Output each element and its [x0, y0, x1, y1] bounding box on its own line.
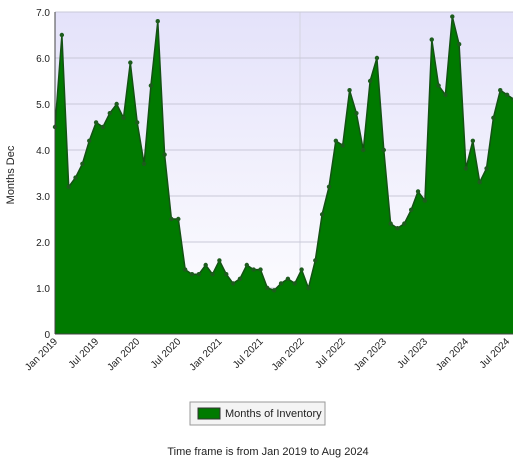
y-tick-label: 3.0: [36, 192, 50, 203]
point: [148, 83, 154, 88]
point: [381, 147, 386, 153]
point: [402, 221, 407, 226]
point: [326, 184, 332, 189]
point: [203, 262, 208, 268]
point: [463, 166, 469, 171]
point: [388, 221, 393, 226]
x-tick-label: Jul 2020: [149, 336, 184, 371]
point: [237, 276, 243, 281]
x-tick-label: Jan 2019: [23, 336, 60, 373]
point: [367, 78, 373, 84]
point: [491, 115, 496, 121]
x-tick-label: Jan 2022: [270, 336, 307, 373]
x-tick-label: Jan 2023: [352, 336, 389, 373]
point: [272, 288, 277, 293]
point: [224, 272, 229, 277]
point: [415, 189, 421, 194]
point: [450, 14, 455, 19]
point: [354, 111, 359, 116]
y-tick-label: 4.0: [36, 146, 50, 157]
x-tick-label: Jul 2022: [313, 336, 348, 371]
point: [107, 111, 113, 116]
point: [395, 226, 400, 231]
point: [182, 267, 188, 272]
point: [244, 262, 249, 268]
point: [361, 147, 366, 153]
point: [87, 138, 92, 143]
x-tick-label: Jul 2023: [396, 336, 431, 371]
point: [477, 180, 482, 185]
area: [55, 16, 513, 334]
point: [374, 55, 380, 61]
point: [128, 60, 133, 65]
point: [114, 101, 119, 107]
y-tick-label: 7.0: [36, 8, 50, 19]
point: [347, 88, 352, 93]
point: [217, 258, 222, 263]
point: [73, 175, 78, 180]
point: [292, 281, 297, 286]
legend-swatch: [197, 407, 221, 420]
y-tick-label: 0: [44, 330, 50, 341]
x-tick-label: Jul 2021: [231, 336, 266, 371]
point: [141, 161, 147, 166]
point: [100, 124, 106, 130]
point: [484, 166, 489, 171]
legend: [189, 401, 326, 426]
point: [443, 92, 448, 98]
point: [409, 207, 414, 212]
point: [176, 216, 181, 222]
point: [319, 212, 325, 217]
line: [54, 16, 513, 292]
point: [265, 285, 270, 291]
point: [470, 138, 476, 143]
point: [498, 88, 503, 93]
point: [429, 37, 434, 42]
y-axis-label: Months Dec: [5, 145, 17, 204]
point: [436, 83, 441, 88]
point: [80, 161, 85, 166]
x-tick-label: Jul 2024: [478, 336, 513, 371]
point: [299, 267, 304, 272]
point: [285, 276, 291, 281]
point: [456, 42, 462, 47]
caption: Time frame is from Jan 2019 to Aug 2024: [167, 446, 368, 458]
point: [196, 272, 202, 277]
y-tick-label: 2.0: [36, 238, 50, 249]
point: [258, 267, 263, 272]
y-tick-label: 1.0: [36, 284, 50, 295]
x-tick-label: Jan 2024: [434, 336, 471, 373]
point: [251, 267, 256, 272]
x-tick-label: Jul 2019: [67, 336, 102, 371]
point: [169, 216, 174, 222]
x-tick-label: Jan 2021: [188, 336, 225, 373]
point: [66, 184, 71, 189]
legend-label: Months of Inventory: [225, 408, 322, 420]
point: [278, 281, 284, 286]
y-tick-label: 6.0: [36, 54, 50, 65]
y-tick-label: 5.0: [36, 100, 50, 111]
point: [422, 198, 428, 203]
point: [189, 272, 195, 277]
point: [155, 19, 160, 24]
point: [333, 138, 339, 143]
point: [313, 258, 318, 263]
point: [135, 120, 140, 125]
point: [59, 32, 65, 38]
point: [121, 115, 126, 121]
point: [230, 281, 236, 286]
point: [306, 285, 311, 291]
point: [162, 152, 167, 157]
point: [340, 143, 345, 148]
x-tick-label: Jan 2020: [105, 336, 142, 373]
point: [504, 92, 510, 98]
point: [210, 272, 215, 277]
point: [93, 120, 99, 125]
